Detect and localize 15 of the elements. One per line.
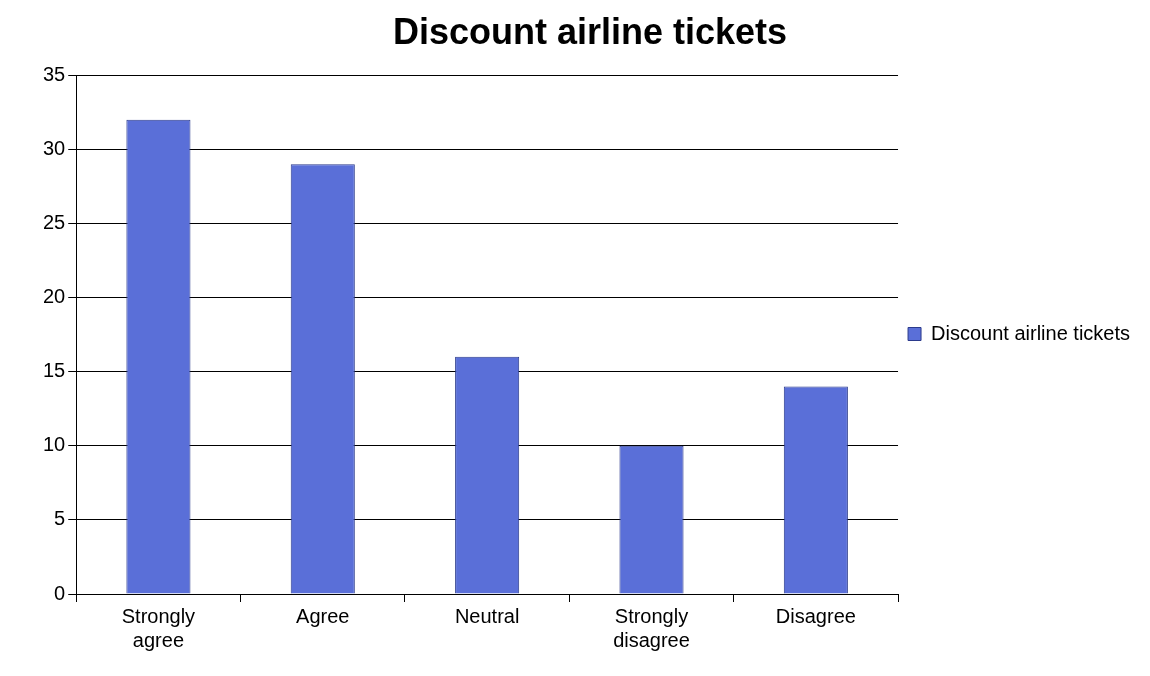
- y-tick-label: 35: [43, 62, 66, 85]
- x-tick-label: Agree: [296, 604, 350, 627]
- y-tick-label: 10: [43, 433, 66, 456]
- y-tick-label: 15: [43, 359, 66, 382]
- y-tick-label: 0: [54, 581, 66, 604]
- y-tick-label: 20: [43, 285, 66, 308]
- x-tick-label: Neutral: [454, 604, 520, 627]
- y-tick-label: 5: [54, 507, 66, 530]
- y-tick-label: 25: [43, 210, 66, 233]
- chart-title: Discount airline tickets: [392, 10, 788, 52]
- x-tick-label: Strongly agree: [121, 604, 196, 651]
- y-tick-label: 30: [43, 136, 66, 159]
- x-tick-label: Disagree: [775, 604, 856, 627]
- legend-label: Discount airline tickets: [931, 321, 1130, 344]
- x-tick-label: Strongly disagree: [613, 604, 690, 651]
